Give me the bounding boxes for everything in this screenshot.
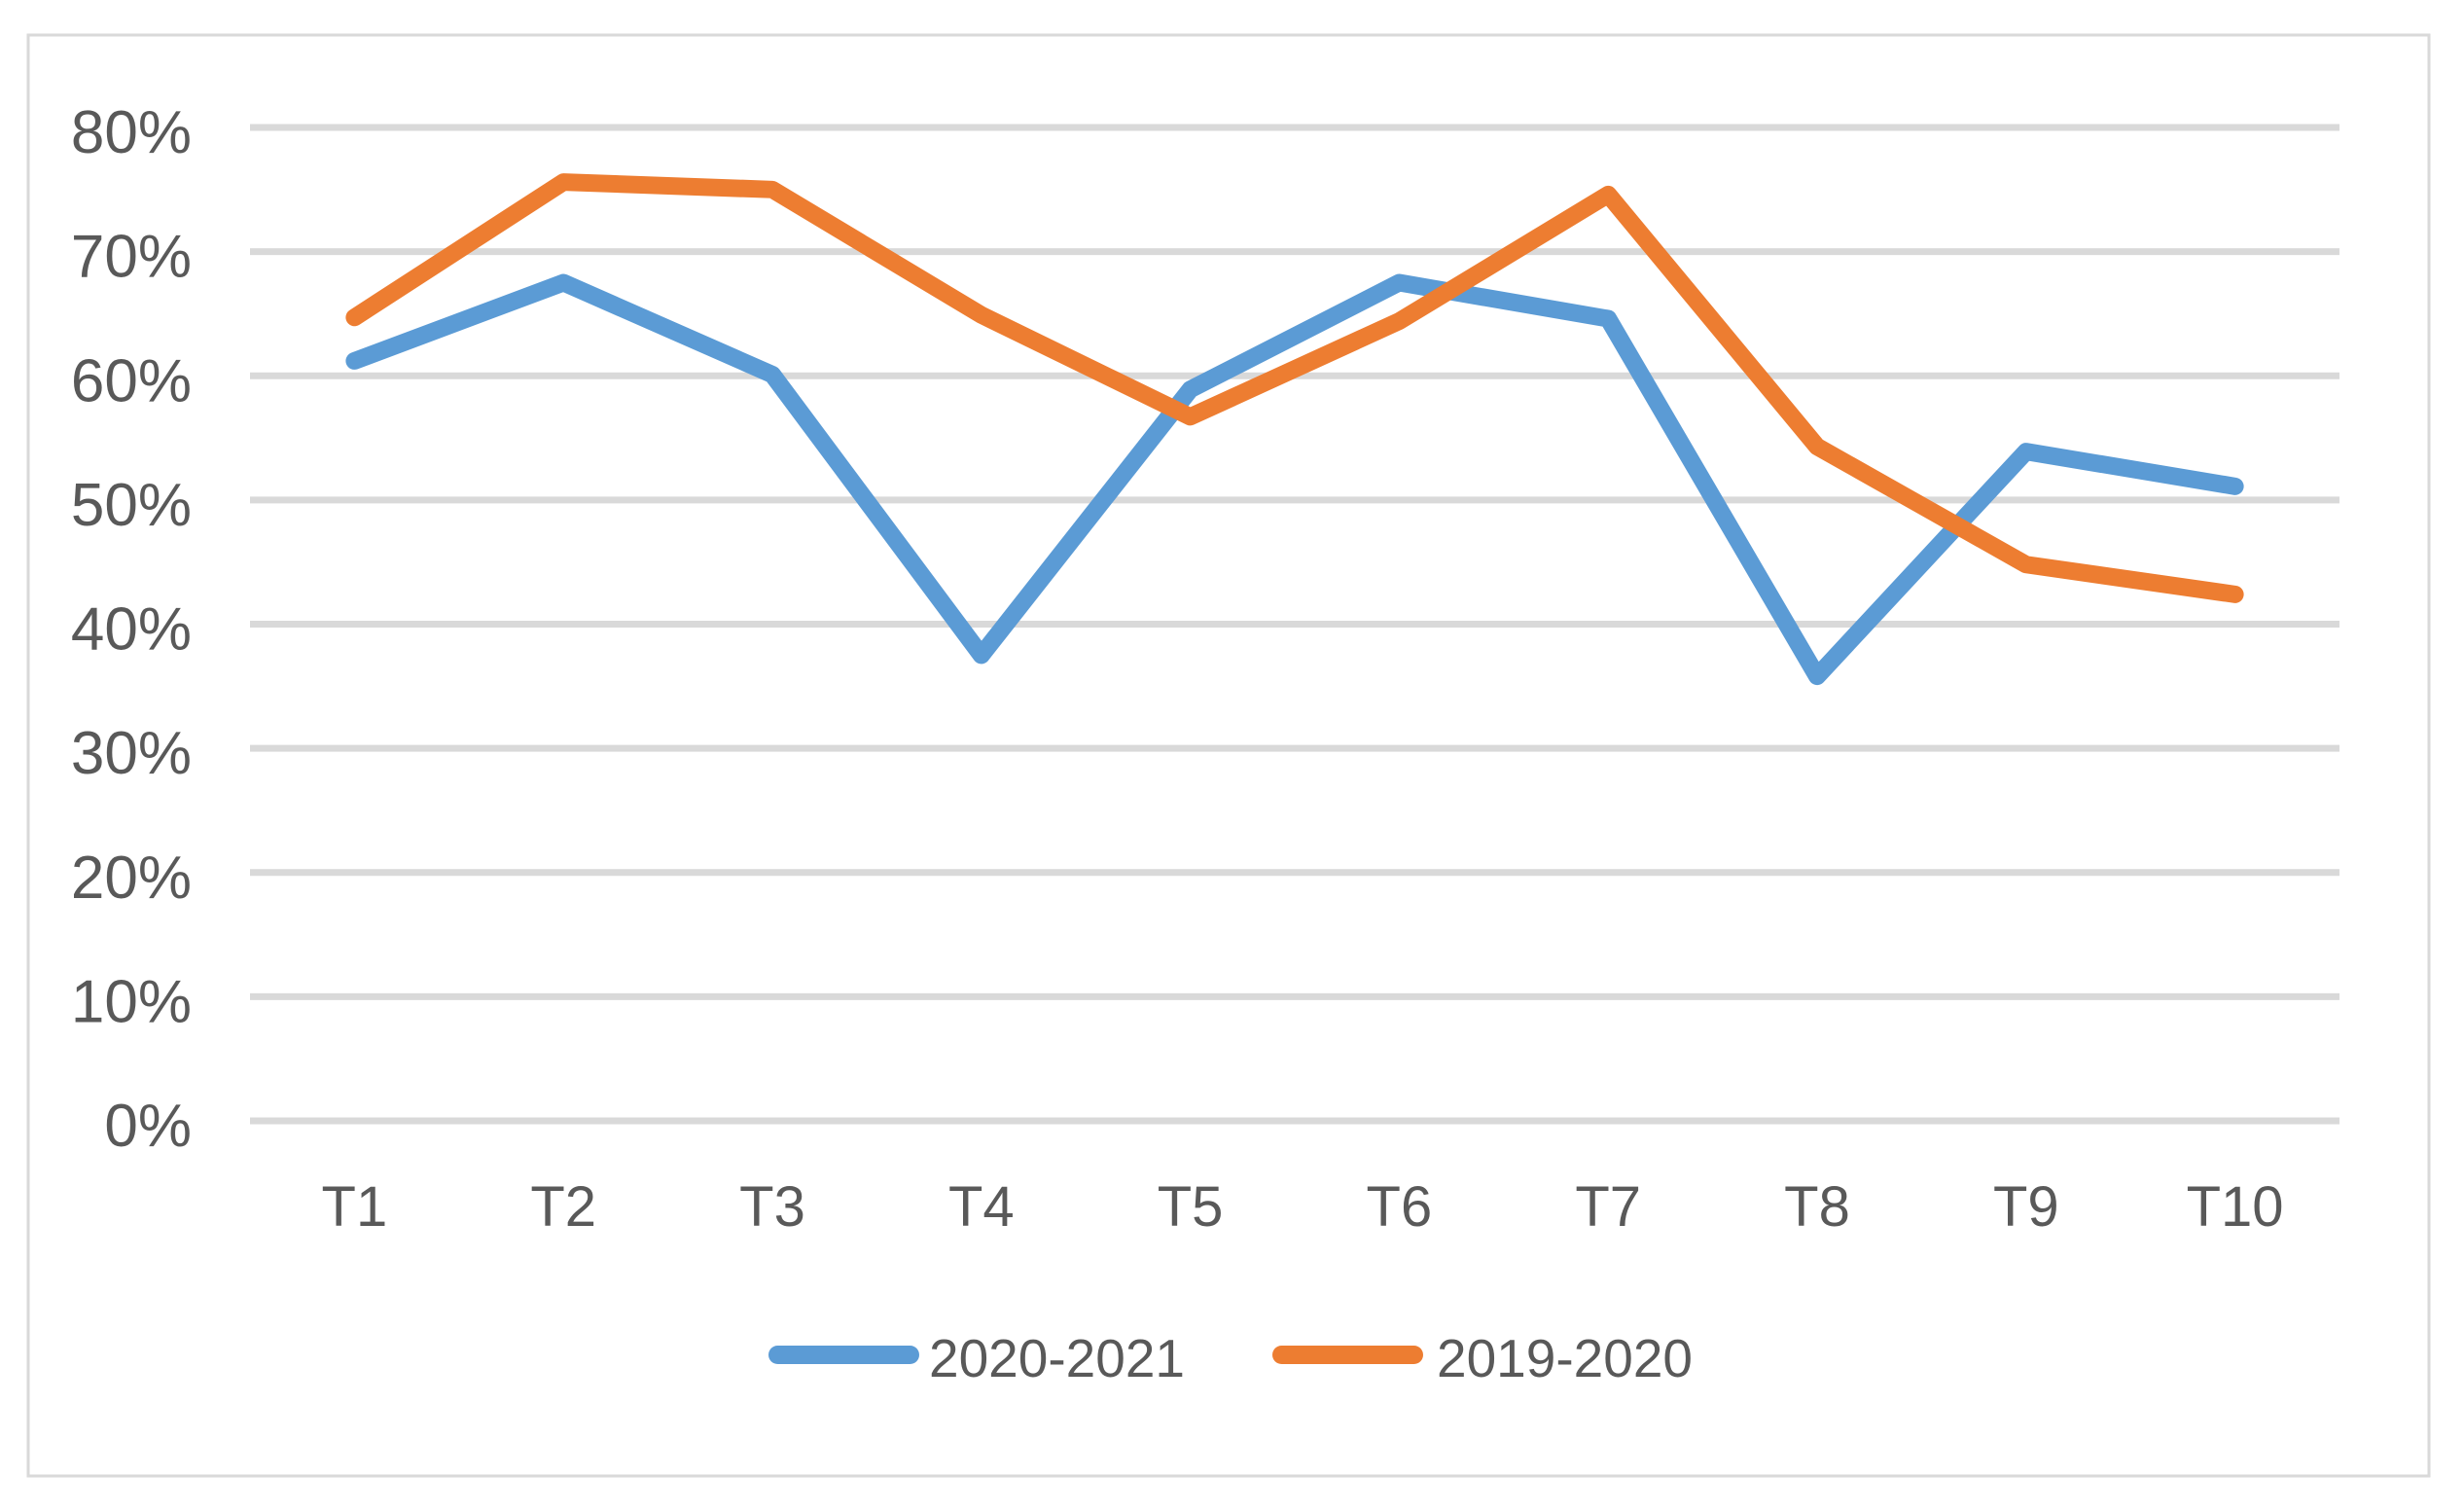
y-axis-tick-labels: 0% 10% 20% 30% 40% 50% 60% 70% 80%: [71, 99, 192, 1160]
y-tick-label-20%: 20%: [71, 845, 192, 912]
series-line-2019-2020: [345, 173, 2244, 603]
x-tick-label-T4: T4: [948, 1175, 1015, 1239]
x-tick-label-T10: T10: [2187, 1175, 2284, 1239]
y-tick-label-40%: 40%: [71, 596, 192, 664]
x-tick-label-T3: T3: [739, 1175, 805, 1239]
y-tick-label-70%: 70%: [71, 224, 192, 291]
x-axis-tick-labels: T1 T2 T3 T4 T5 T6 T7 T8 T9 T10: [322, 1175, 2284, 1239]
legend-label-series-2: 2019-2020: [1437, 1328, 1693, 1388]
y-tick-label-10%: 10%: [71, 968, 192, 1035]
x-tick-label-T6: T6: [1367, 1175, 1433, 1239]
y-tick-label-0%: 0%: [104, 1093, 192, 1160]
y-tick-label-50%: 50%: [71, 472, 192, 539]
series-line-2020-2021: [345, 273, 2244, 686]
x-tick-label-T8: T8: [1784, 1175, 1850, 1239]
x-tick-label-T1: T1: [322, 1175, 388, 1239]
x-tick-label-T5: T5: [1158, 1175, 1224, 1239]
gridlines: [250, 124, 2339, 1125]
legend-swatch-series-1: [768, 1346, 919, 1364]
series-lines: [345, 173, 2244, 686]
x-tick-label-T7: T7: [1575, 1175, 1641, 1239]
x-tick-label-T2: T2: [530, 1175, 596, 1239]
legend-label-series-1: 2020-2021: [929, 1328, 1185, 1388]
y-tick-label-30%: 30%: [71, 720, 192, 787]
x-tick-label-T9: T9: [1993, 1175, 2059, 1239]
legend-swatch-series-2: [1272, 1346, 1423, 1364]
legend: 2020-2021 2019-2020: [768, 1328, 1693, 1388]
chart-frame-border: [26, 33, 2431, 1478]
y-tick-label-80%: 80%: [71, 99, 192, 166]
y-tick-label-60%: 60%: [71, 347, 192, 414]
